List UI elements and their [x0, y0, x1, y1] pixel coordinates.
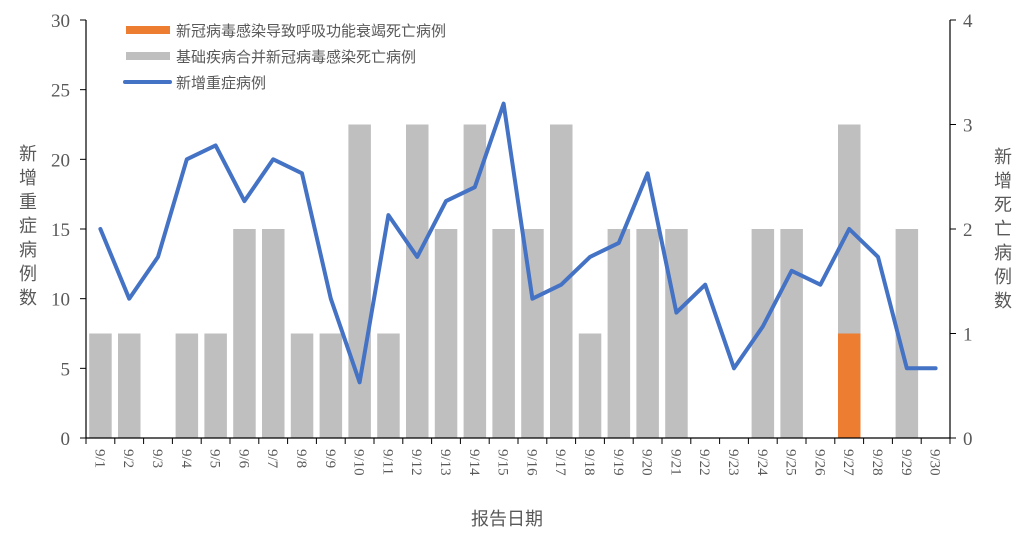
bar — [319, 333, 343, 438]
x-tick-label: 9/3 — [149, 449, 165, 468]
x-tick-label: 9/8 — [293, 449, 309, 468]
legend-label: 基础疾病合并新冠病毒感染死亡病例 — [176, 48, 416, 66]
left-axis-title: 例 — [19, 264, 37, 285]
left-axis-title: 新 — [19, 144, 37, 165]
right-axis-title: 病 — [994, 243, 1012, 264]
legend-label: 新增重症病例 — [176, 74, 266, 92]
bar — [665, 229, 688, 438]
x-tick-label: 9/11 — [379, 449, 395, 475]
left-tick-label: 10 — [51, 290, 70, 311]
x-tick-label: 9/20 — [639, 449, 655, 476]
bar — [290, 333, 314, 438]
right-tick-label: 3 — [963, 116, 973, 137]
x-tick-label: 9/17 — [552, 449, 568, 476]
x-tick-label: 9/29 — [898, 449, 914, 476]
x-tick-label: 9/9 — [322, 449, 338, 468]
bar — [463, 124, 487, 438]
right-axis-title: 死 — [994, 195, 1012, 216]
bar — [607, 229, 631, 438]
legend-bar-swatch — [126, 52, 170, 60]
bar — [838, 333, 861, 438]
left-axis-title: 重 — [19, 192, 37, 213]
x-tick-label: 9/26 — [811, 449, 827, 476]
x-tick-label: 9/12 — [408, 449, 424, 476]
bar — [118, 333, 141, 438]
x-axis-title: 报告日期 — [471, 509, 543, 530]
right-tick-label: 1 — [963, 325, 973, 346]
bar — [204, 333, 227, 438]
x-tick-label: 9/27 — [840, 449, 856, 476]
x-tick-label: 9/16 — [523, 449, 539, 476]
left-tick-label: 0 — [61, 429, 71, 450]
right-axis-title: 新 — [994, 147, 1012, 168]
right-axis-title: 数 — [994, 291, 1012, 312]
x-tick-label: 9/4 — [178, 449, 194, 469]
legend-label: 新冠病毒感染导致呼吸功能衰竭死亡病例 — [176, 22, 446, 40]
right-tick-label: 4 — [963, 11, 973, 32]
bar — [492, 229, 515, 438]
x-tick-label: 9/14 — [466, 449, 482, 476]
left-tick-label: 30 — [51, 11, 70, 32]
bars-group — [89, 124, 919, 438]
bar — [636, 229, 659, 438]
x-tick-label: 9/6 — [235, 449, 251, 469]
x-tick-label: 9/7 — [264, 449, 280, 469]
x-tick-label: 9/28 — [869, 449, 885, 476]
bar — [521, 229, 544, 438]
right-tick-label: 2 — [963, 220, 973, 241]
bar — [175, 333, 199, 438]
bar — [233, 229, 256, 438]
bar — [578, 333, 602, 438]
bar — [780, 229, 803, 438]
x-tick-label: 9/19 — [610, 449, 626, 476]
bar — [262, 229, 285, 438]
left-tick-label: 25 — [51, 81, 70, 102]
left-axis-title: 增 — [19, 168, 37, 189]
x-tick-label: 9/25 — [783, 449, 799, 476]
bar — [406, 124, 429, 438]
bar — [348, 124, 371, 438]
x-tick-label: 9/1 — [91, 449, 107, 468]
x-tick-label: 9/18 — [581, 449, 597, 476]
x-tick-label: 9/24 — [754, 449, 770, 476]
x-tick-label: 9/30 — [927, 449, 943, 476]
bar — [895, 229, 919, 438]
x-tick-label: 9/21 — [667, 449, 683, 476]
right-axis-title: 例 — [994, 267, 1012, 288]
left-tick-label: 5 — [61, 359, 71, 380]
right-tick-label: 0 — [963, 429, 973, 450]
right-axis-title: 亡 — [994, 219, 1012, 240]
bar — [751, 229, 775, 438]
axes-group: 0 5 10 15 20 25 30 0 1 2 3 4 9/1 9/2 9/3 9/4 9/5 9/6 9/7 9/… — [51, 11, 973, 476]
left-tick-label: 15 — [51, 220, 70, 241]
left-axis-title: 症 — [19, 216, 37, 237]
x-tick-label: 9/23 — [725, 449, 741, 476]
legend-bar-swatch — [126, 26, 170, 34]
severe-cases-line — [98, 101, 938, 385]
x-tick-label: 9/5 — [207, 449, 223, 468]
bar — [434, 229, 458, 438]
left-axis-title: 病 — [19, 240, 37, 261]
x-tick-label: 9/13 — [437, 449, 453, 476]
x-tick-label: 9/22 — [696, 449, 712, 476]
bar — [550, 124, 573, 438]
bar — [89, 333, 112, 438]
left-axis-title: 数 — [19, 288, 37, 309]
left-tick-label: 20 — [51, 150, 70, 171]
right-axis-title: 增 — [994, 171, 1012, 192]
x-tick-label: 9/15 — [495, 449, 511, 476]
bar — [377, 333, 400, 438]
line-group — [98, 101, 938, 385]
x-tick-label: 9/2 — [120, 449, 136, 468]
x-tick-label: 9/10 — [351, 449, 367, 476]
